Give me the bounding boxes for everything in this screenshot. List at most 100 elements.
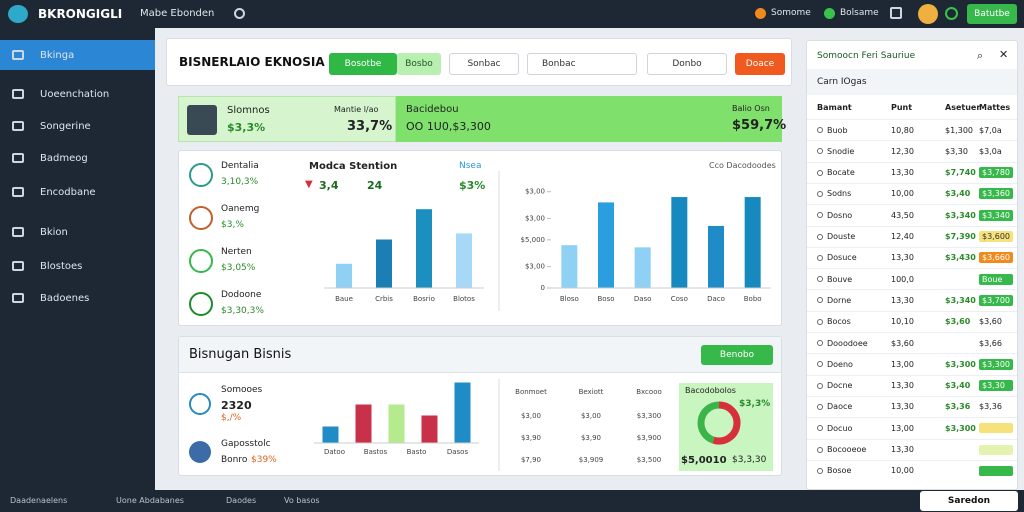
item-sub: $39%: [251, 455, 277, 465]
row-dot: [817, 446, 823, 453]
col-header: Asetuer: [945, 103, 981, 112]
nav-label: Badmeog: [40, 152, 88, 164]
footer-item[interactable]: Uone Abdabanes: [116, 496, 184, 505]
item-label: Somooes: [221, 385, 263, 395]
cell: $3,780: [979, 167, 1013, 179]
nav-label: Songerine: [40, 120, 91, 132]
date-picker[interactable]: Donbo: [647, 53, 727, 75]
cell: $3,300: [945, 423, 976, 433]
status[interactable]: Somome: [771, 8, 811, 18]
table-row[interactable]: Doeno 13,00 $3,300 $3,300: [807, 353, 1017, 374]
globe-icon[interactable]: [234, 8, 245, 19]
nav-item[interactable]: Encodbane: [0, 178, 155, 206]
table-cell: $3,00: [581, 412, 601, 420]
search[interactable]: Bonbac: [527, 53, 637, 75]
sidebar: Bkinga Uoeenchation Songerine Badmeog Encodb…: [0, 28, 155, 490]
table-cell: $3,909: [579, 456, 604, 464]
row-dot: [817, 127, 823, 133]
table-row[interactable]: Dosno 43,50 $3,340 $3,340: [807, 204, 1017, 225]
icon[interactable]: [890, 7, 902, 19]
search[interactable]: Sonbac: [449, 53, 519, 75]
x-tick-label: Baue: [335, 295, 353, 303]
table-row[interactable]: Sodns 10,00 $3,40 $3,360: [807, 182, 1017, 204]
bar: [454, 382, 471, 443]
nav-item[interactable]: Bkion: [0, 218, 155, 246]
table-row[interactable]: Bouve 100,0 Boue: [807, 268, 1017, 289]
row-dot: [817, 190, 823, 197]
nav-icon: [12, 293, 24, 303]
table-row[interactable]: Snodie 12,30 $3,30 $3,0a: [807, 140, 1017, 161]
list-icon: [189, 163, 213, 187]
footer-button[interactable]: Saredon: [920, 491, 1018, 511]
row-dot: [817, 233, 823, 240]
footer-item[interactable]: Daadenaelens: [10, 496, 68, 505]
table-row[interactable]: Buob 10,80 $1,300 $7,0a: [807, 119, 1017, 140]
donut-slice: [712, 401, 741, 445]
table-row[interactable]: Bosoe 10,00: [807, 459, 1017, 481]
cell: 10,00: [891, 189, 914, 199]
table-cell: $3,300: [637, 412, 662, 420]
charts: Baue Crbis Bosrio Blotos 0 $3,00 $5,000 $3,00 $3…: [324, 171, 771, 311]
action-button[interactable]: Doace: [735, 53, 785, 75]
nav-item[interactable]: Uoeenchation: [0, 80, 155, 108]
section-card: Bisnugan Bisnis Benobo Somooes 2320 $,/%…: [178, 336, 782, 476]
table-row[interactable]: Douste 12,40 $7,390 $3,600: [807, 225, 1017, 247]
table-row[interactable]: Docne 13,30 $3,40 $3,30: [807, 374, 1017, 396]
footer-item[interactable]: Vo basos: [284, 496, 320, 505]
panel-sub: [807, 69, 1017, 95]
status[interactable]: Bolsame: [840, 8, 879, 18]
donut-label: $3,3%: [739, 399, 771, 409]
table-row[interactable]: Bocate 13,30 $7,740 $3,780: [807, 161, 1017, 183]
bar: [634, 247, 651, 288]
nav-item[interactable]: Blostoes: [0, 252, 155, 280]
tab[interactable]: Bosbo: [397, 53, 441, 75]
icon[interactable]: [945, 7, 958, 20]
table-row[interactable]: Daoce 13,30 $3,36 $3,36: [807, 395, 1017, 417]
table-row[interactable]: Bocooeoe 13,30: [807, 438, 1017, 460]
table-row[interactable]: Dorne 13,30 $3,340 $3,700: [807, 289, 1017, 310]
table-cell: $3,90: [521, 434, 541, 442]
list-label: Dodoone: [221, 290, 262, 300]
cell: Bocate: [827, 168, 855, 178]
nav-item[interactable]: Bkinga: [0, 40, 155, 70]
chart-title: Modca Stention: [309, 161, 398, 172]
cell: $3,340: [979, 209, 1013, 221]
donut-title: Bacodobolos: [685, 386, 736, 395]
nav-item[interactable]: Songerine: [0, 112, 155, 140]
x-tick-label: Basto: [407, 448, 427, 456]
kpi-value: $59,7%: [732, 118, 787, 133]
footer-item[interactable]: Daodes: [226, 496, 257, 505]
cell: $3,36: [945, 402, 971, 412]
avatar[interactable]: [918, 4, 938, 24]
cell: $3,60: [891, 338, 914, 348]
cell: 13,30: [891, 402, 914, 412]
search-icon[interactable]: ⌕: [977, 49, 984, 62]
nav-item[interactable]: Badmeog: [0, 144, 155, 172]
donut-slice: [697, 401, 720, 444]
list-label: Oanemg: [221, 204, 260, 214]
item-value: Bonro: [221, 455, 248, 465]
kpi-icon: [187, 105, 217, 135]
cell: Doeno: [827, 359, 853, 369]
header-card: BISNERLAIO EKNOSIA Bosotbe Bosbo Sonbac …: [166, 38, 792, 86]
table-row[interactable]: Dooodoee $3,60 $3,66: [807, 332, 1017, 353]
table-row[interactable]: Docuo 13,00 $3,300: [807, 417, 1017, 438]
footer: Saredon Daadenaelens Uone Abdabanes Daodes…: [0, 490, 1024, 512]
cell: $3,300: [945, 359, 976, 369]
top-button[interactable]: Batutbe: [967, 4, 1017, 24]
table-row[interactable]: Bocos 10,10 $3,60 $3,60: [807, 310, 1017, 332]
item-label: Gaposstolc: [221, 439, 271, 449]
cell: Dosuce: [827, 253, 857, 263]
table-cell: $3,500: [637, 456, 662, 464]
nav-item[interactable]: Badoenes: [0, 284, 155, 312]
close-icon[interactable]: ✕: [999, 48, 1009, 61]
table-row[interactable]: Dosuce 13,30 $3,430 $3,660: [807, 246, 1017, 268]
tab[interactable]: Bosotbe: [329, 53, 397, 75]
x-tick-label: Bloso: [560, 295, 579, 303]
section-button[interactable]: Benobo: [701, 345, 773, 365]
bar: [322, 426, 339, 443]
nav-icon: [12, 89, 24, 99]
icon: [189, 441, 211, 463]
table-header: Bonmoet: [515, 388, 547, 396]
menu[interactable]: Mabe Ebonden: [140, 8, 215, 19]
